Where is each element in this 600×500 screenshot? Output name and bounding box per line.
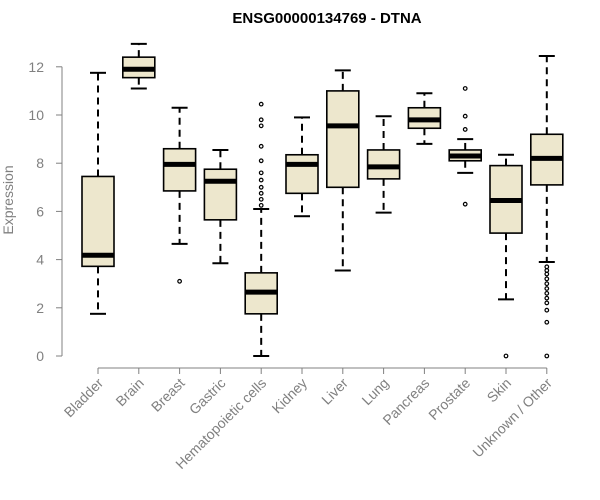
outlier-point (177, 278, 183, 284)
outlier-point (544, 319, 550, 325)
y-tick-label-12: 12 (28, 59, 44, 75)
iqr-box (203, 168, 238, 221)
outlier-point (258, 190, 264, 196)
outlier-point (258, 202, 264, 208)
box-bladder (81, 71, 115, 315)
y-axis: 0 2 4 6 8 10 12 (28, 59, 63, 364)
x-tick-label: Bladder (61, 375, 107, 421)
outlier-point (462, 113, 468, 119)
y-tick-label-2: 2 (36, 300, 44, 316)
outlier-point (258, 143, 264, 149)
iqr-box (325, 90, 360, 189)
box-breast (162, 106, 197, 284)
x-tick-label: Kidney (269, 375, 311, 417)
iqr-box (285, 153, 319, 195)
x-tick-label: Liver (318, 375, 351, 408)
outlier-point (258, 184, 264, 190)
iqr-box (81, 175, 115, 268)
chart-title: ENSG00000134769 - DTNA (232, 10, 421, 27)
box-gastric (203, 148, 238, 265)
outlier-point (462, 201, 468, 207)
outlier-point (544, 264, 550, 270)
box-skin (489, 153, 523, 359)
outlier-point (544, 300, 550, 306)
outlier-point (258, 196, 264, 202)
outlier-point (258, 123, 264, 129)
outlier-point (544, 276, 550, 282)
outlier-point (258, 158, 264, 164)
y-tick-label-4: 4 (36, 252, 44, 268)
y-axis-label: Expression (0, 165, 16, 234)
outlier-point (258, 101, 264, 107)
x-tick-label: Lung (358, 375, 391, 408)
y-tick-label-10: 10 (28, 107, 44, 123)
outlier-point (544, 353, 550, 359)
x-tick-label: Skin (484, 375, 515, 406)
box-brain (122, 42, 156, 90)
outlier-point (544, 286, 550, 291)
box-liver (325, 69, 360, 272)
box-unknown-other (529, 54, 564, 359)
box-lung (366, 115, 401, 214)
outlier-point (544, 307, 550, 313)
box-prostate (448, 86, 483, 207)
x-tick-label: Prostate (425, 375, 473, 423)
outlier-point (462, 127, 468, 132)
x-tick-label: Brain (112, 375, 146, 409)
outlier-point (258, 177, 264, 183)
x-tick-label: Breast (148, 375, 188, 415)
outlier-point (544, 295, 550, 301)
box-kidney (285, 116, 319, 218)
y-tick-label-6: 6 (36, 203, 44, 219)
outlier-point (258, 170, 264, 176)
box-pancreas (407, 92, 442, 145)
y-tick-label-0: 0 (36, 348, 44, 364)
iqr-box (162, 147, 197, 192)
outlier-point (544, 290, 550, 296)
outlier-point (544, 281, 550, 287)
box-hematopoietic-cells (244, 101, 278, 357)
outlier-point (462, 86, 468, 91)
boxes-layer (81, 42, 564, 359)
outlier-point (258, 117, 264, 123)
outlier-point (503, 353, 509, 359)
y-tick-label-8: 8 (36, 155, 44, 171)
